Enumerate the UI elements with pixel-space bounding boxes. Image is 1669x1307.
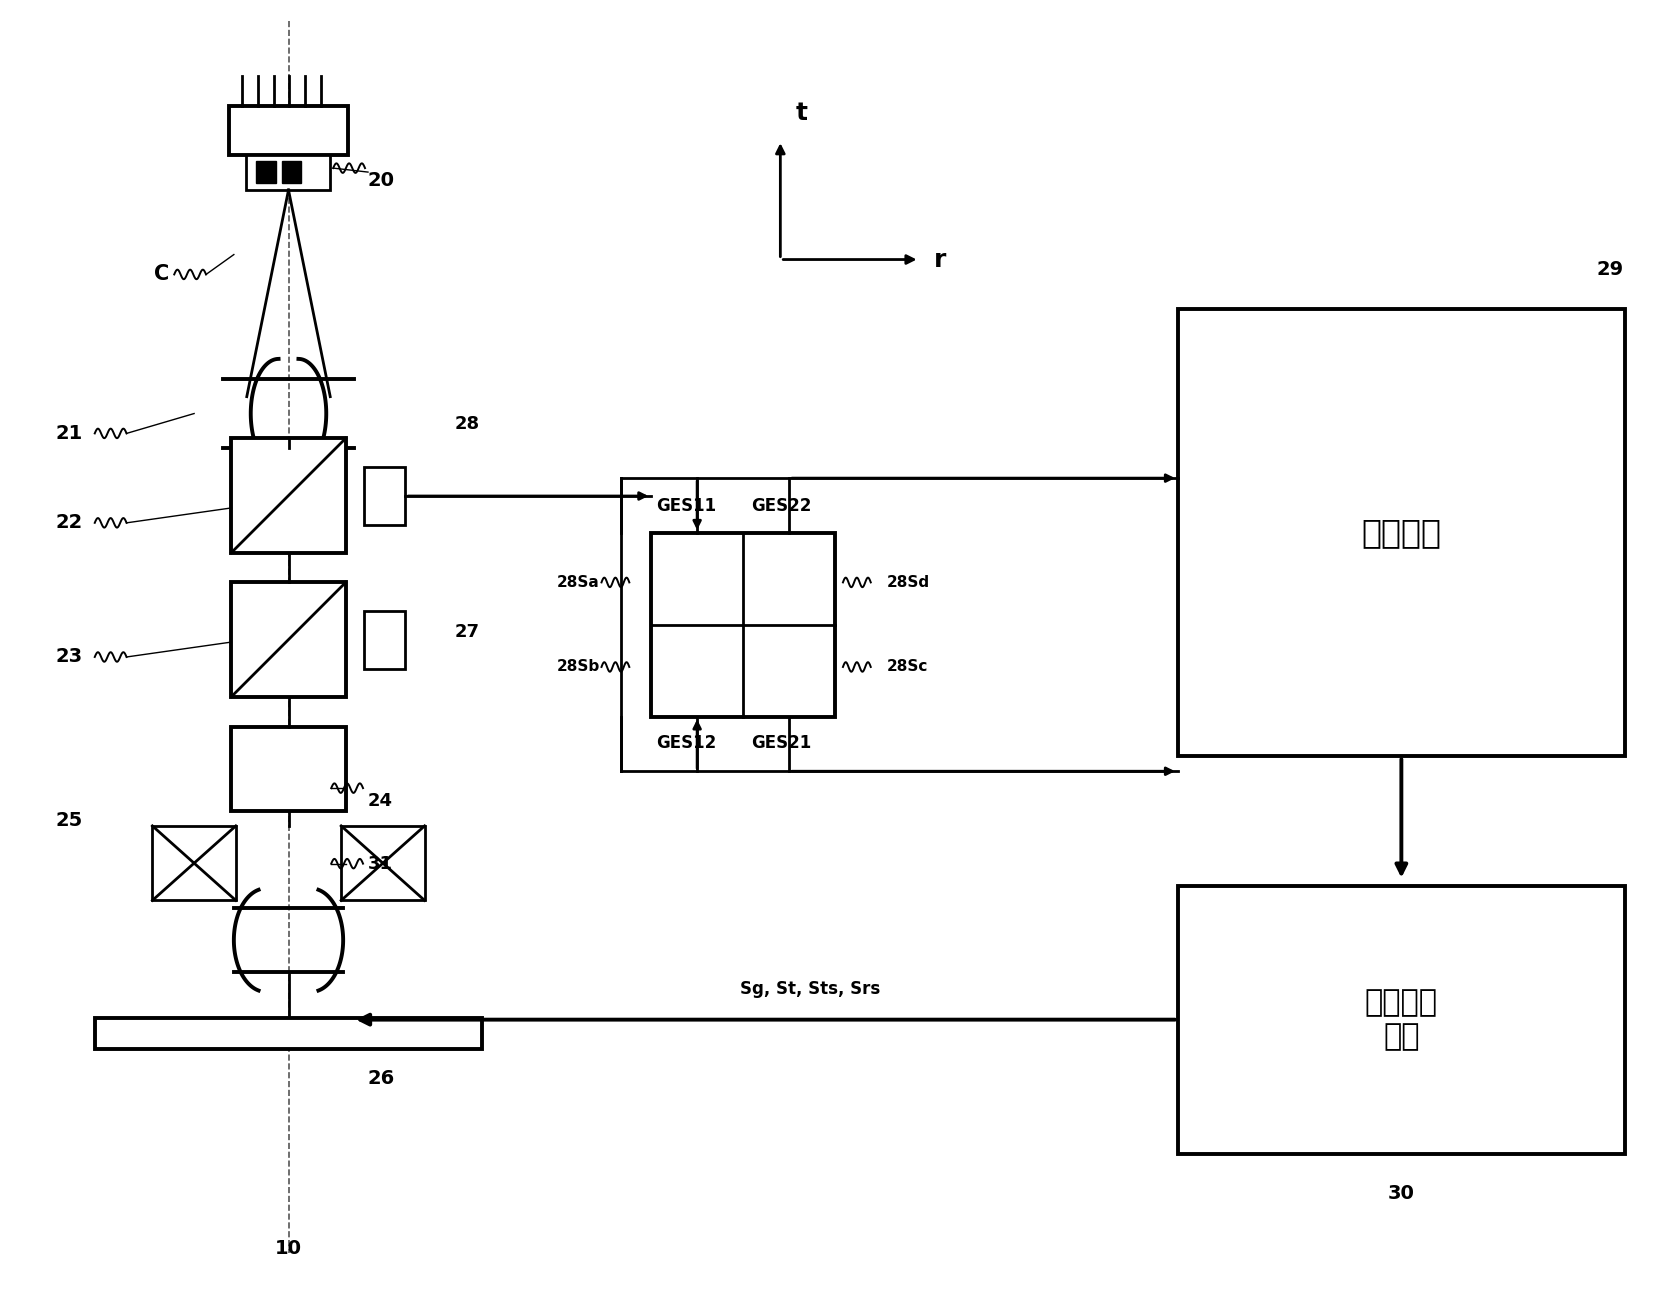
Bar: [364, 467, 406, 525]
Bar: [232, 583, 345, 697]
Bar: [1178, 886, 1626, 1154]
Text: 29: 29: [1597, 260, 1624, 280]
Bar: [232, 438, 345, 553]
Bar: [1178, 310, 1626, 757]
Text: Sg, St, Sts, Srs: Sg, St, Sts, Srs: [739, 980, 880, 997]
Text: 10: 10: [275, 1239, 302, 1257]
Text: 26: 26: [367, 1069, 396, 1089]
Text: 30: 30: [1389, 1184, 1415, 1202]
Bar: [95, 1018, 482, 1050]
Bar: [340, 826, 424, 901]
Text: 22: 22: [55, 514, 82, 532]
Bar: [152, 826, 235, 901]
Text: t: t: [794, 102, 808, 125]
Bar: [245, 156, 330, 190]
Bar: [232, 727, 345, 810]
Text: 控制单元: 控制单元: [1362, 516, 1442, 549]
Bar: [282, 161, 302, 183]
Bar: [229, 106, 349, 156]
Text: GES22: GES22: [751, 497, 811, 515]
Text: r: r: [935, 247, 946, 272]
Text: 28: 28: [456, 416, 481, 434]
Text: 28Sd: 28Sd: [886, 575, 930, 589]
Text: 20: 20: [367, 170, 396, 190]
Text: 27: 27: [456, 623, 481, 642]
Text: 31: 31: [367, 855, 392, 873]
Text: GES11: GES11: [656, 497, 716, 515]
Bar: [255, 161, 275, 183]
Text: 28Sc: 28Sc: [886, 660, 928, 674]
Bar: [651, 533, 834, 716]
Text: GES12: GES12: [656, 735, 716, 753]
Text: 28Sb: 28Sb: [556, 660, 599, 674]
Text: 21: 21: [55, 423, 82, 443]
Text: C: C: [154, 264, 169, 285]
Text: 24: 24: [367, 792, 392, 810]
Text: 25: 25: [55, 812, 82, 830]
Text: 驱动控制
单元: 驱动控制 单元: [1365, 988, 1439, 1051]
Bar: [364, 612, 406, 669]
Text: GES21: GES21: [751, 735, 811, 753]
Text: 28Sa: 28Sa: [557, 575, 599, 589]
Text: 23: 23: [55, 647, 82, 667]
